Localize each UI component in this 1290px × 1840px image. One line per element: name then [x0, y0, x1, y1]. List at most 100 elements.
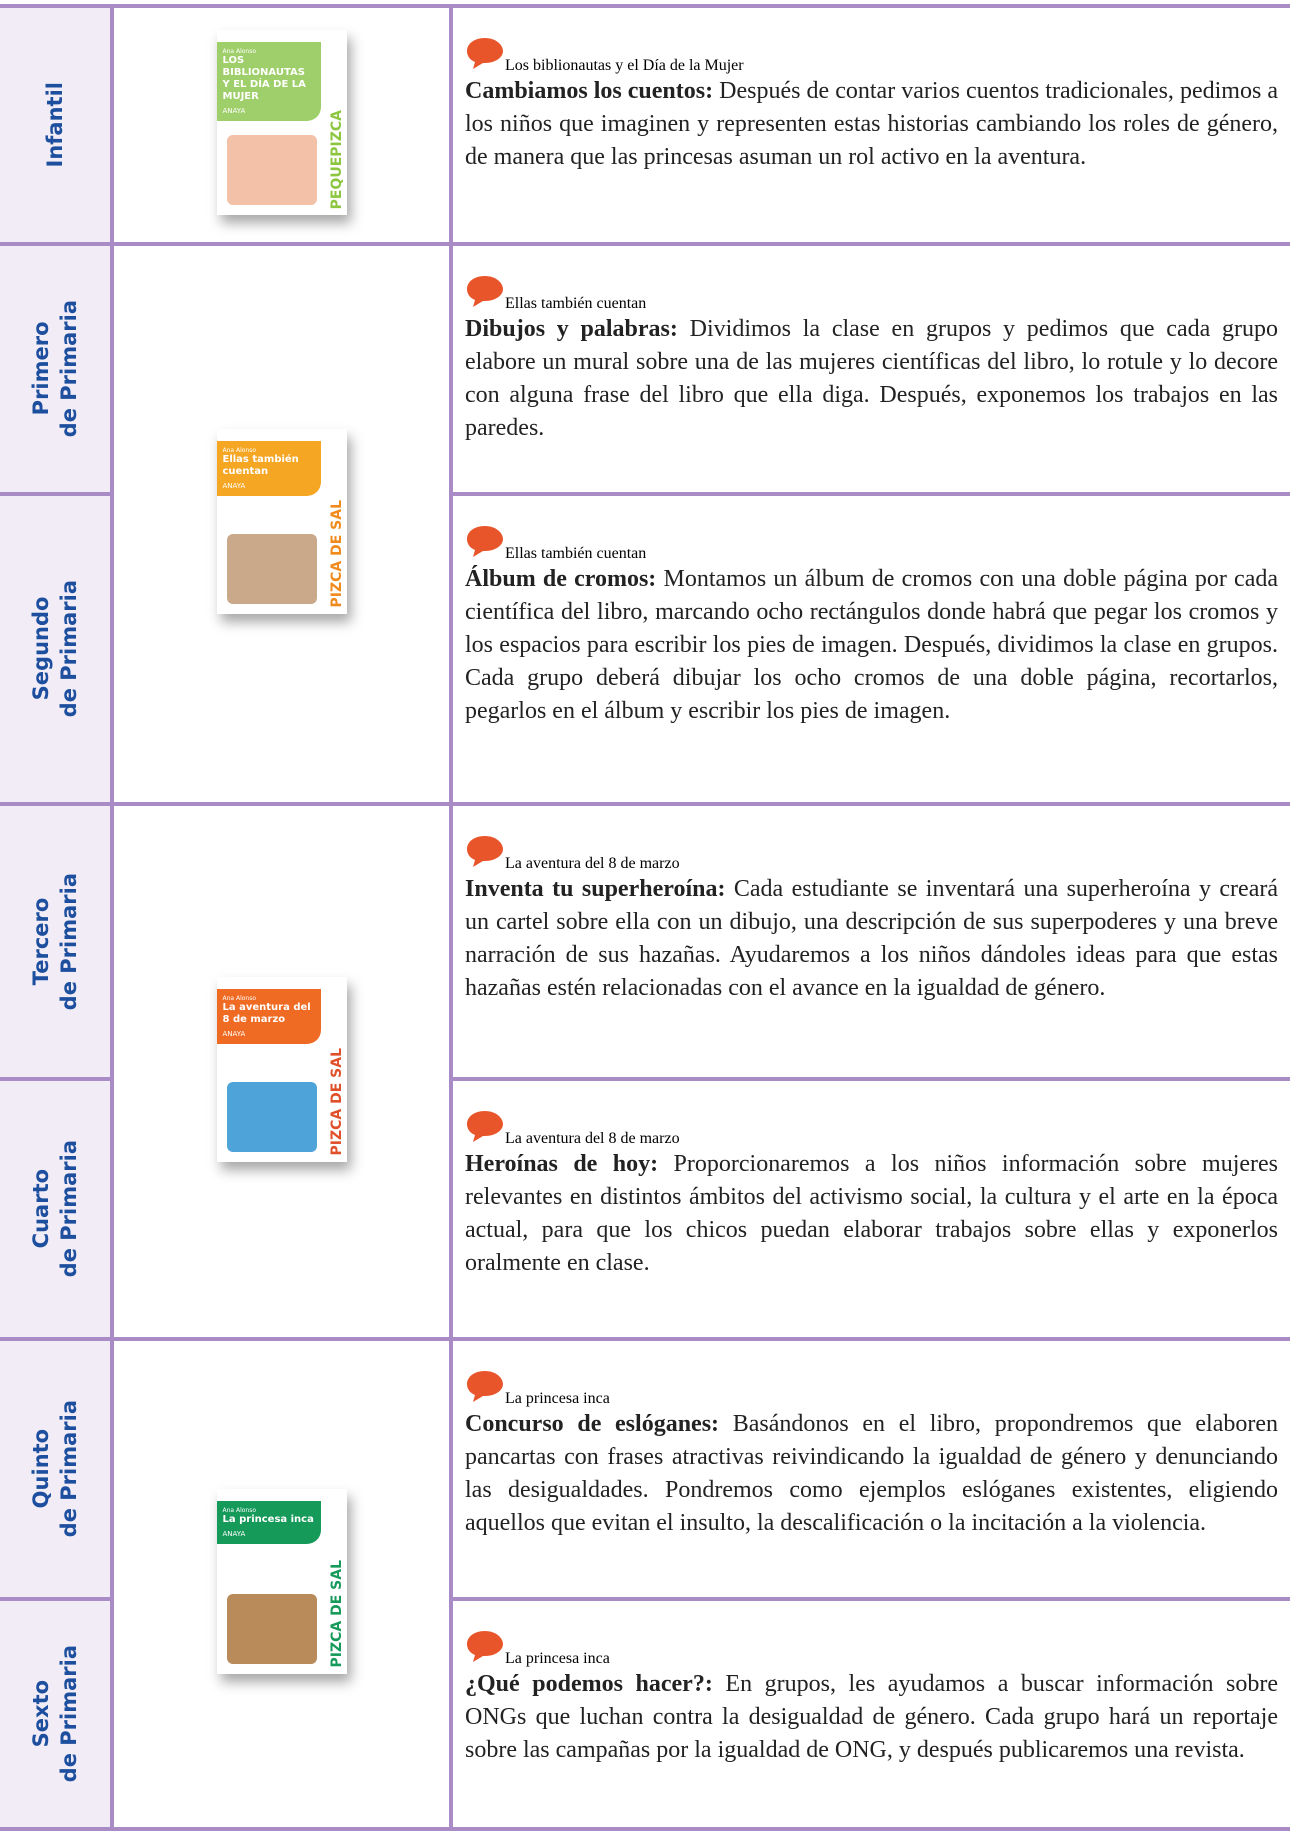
book-cover: Ana Alonso Ellas también cuentan ANAYA PIZC… [216, 429, 347, 614]
table-row: Sexto de Primaria La princesa inca ¿Qué pod… [0, 1597, 1290, 1831]
book-heading: La princesa inca [465, 1369, 1278, 1408]
grade-wrap: Sexto de Primaria [0, 1601, 110, 1827]
cover-publisher: ANAYA [222, 1530, 246, 1538]
cover-band: Ana Alonso La aventura del 8 de marzo ANAY… [216, 988, 321, 1044]
book-cell: Ana Alonso La princesa inca ANAYA PIZCA DE … [110, 1337, 453, 1831]
grade-label: Quinto de Primaria [27, 1400, 83, 1537]
book-heading: La aventura del 8 de marzo [465, 1109, 1278, 1148]
grade-line: Primero [29, 322, 53, 416]
cover-series: PIZCA DE SAL [328, 500, 345, 608]
cover-title: Ellas también cuentan [222, 454, 299, 477]
grade-cell: Tercero de Primaria [0, 802, 114, 1081]
content-cell: La princesa inca ¿Qué podemos hacer?: En … [449, 1597, 1290, 1831]
grade-label: Cuarto de Primaria [27, 1140, 83, 1277]
grade-line: de Primaria [57, 872, 81, 1011]
speech-icon [467, 836, 503, 867]
content-cell: Ellas también cuentan Álbum de cromos: Mo… [449, 492, 1290, 806]
book-cover: Ana Alonso La princesa inca ANAYA PIZCA DE … [216, 1489, 347, 1674]
activity-label: Inventa tu superheroína: [465, 876, 726, 902]
content-cell: Los biblionautas y el Día de la Mujer Cam… [449, 4, 1290, 246]
book-title: La aventura del 8 de marzo [505, 855, 680, 872]
activity-text: Inventa tu superheroína: Cada estudiante… [465, 873, 1278, 1005]
speech-icon [467, 1371, 503, 1402]
speech-icon [467, 1631, 503, 1662]
table-row: Cuarto de Primaria La aventura del 8 de ma… [0, 1077, 1290, 1341]
book-title: La princesa inca [505, 1650, 610, 1667]
book-cell: Ana Alonso La aventura del 8 de marzo ANAY… [110, 802, 453, 1341]
cover-title: La aventura del 8 de marzo [222, 1001, 311, 1025]
speech-icon [467, 526, 503, 557]
book-heading: La aventura del 8 de marzo [465, 834, 1278, 873]
activity-label: Heroínas de hoy: [465, 1151, 659, 1177]
cover-publisher: ANAYA [222, 107, 246, 115]
grade-cell: Cuarto de Primaria [0, 1077, 114, 1341]
table-row: Tercero de Primaria Ana Alonso La aventura … [0, 802, 1290, 1341]
book-title: La princesa inca [505, 1390, 610, 1407]
activity-text: Heroínas de hoy: Proporcionaremos a los … [465, 1148, 1278, 1280]
activity-label: Álbum de cromos: [465, 566, 657, 592]
cover-series: PIZCA DE SAL [328, 1047, 345, 1156]
activity-text: Concurso de eslóganes: Basándonos en el … [465, 1408, 1278, 1540]
grade-label: Infantil [41, 82, 69, 167]
speech-icon [467, 38, 503, 69]
speech-icon [467, 1111, 503, 1142]
grade-label: Segundo de Primaria [27, 580, 83, 717]
cover-band: Ana Alonso LOS BIBLIONAUTAS Y EL DÍA DE L… [216, 42, 321, 121]
grade-line: de Primaria [57, 300, 81, 438]
activity-body: Proporcionaremos a los niños información… [465, 1151, 1279, 1276]
activity-body: Cada estudiante se inventará una superhe… [465, 876, 1278, 1001]
grade-cell: Infantil [0, 4, 114, 246]
grade-cell: Segundo de Primaria [0, 492, 114, 806]
cover-series: PIZCA DE SAL [328, 1560, 345, 1668]
grade-line: Tercero [29, 897, 53, 986]
activity-table: Infantil Ana Alonso LOS BIBLIONAUTAS Y EL … [0, 4, 1290, 1831]
grade-line: Segundo [29, 597, 53, 701]
grade-line: de Primaria [57, 1140, 81, 1278]
grade-cell: Sexto de Primaria [0, 1597, 114, 1831]
book-title: La aventura del 8 de marzo [505, 1130, 680, 1147]
activity-text: Cambiamos los cuentos: Después de contar… [465, 75, 1278, 174]
activity-body: Después de contar varios cuentos tradici… [465, 78, 1279, 170]
cover-author: Ana Alonso [222, 1507, 257, 1514]
grade-cell: Quinto de Primaria [0, 1337, 114, 1601]
book-cell: Ana Alonso LOS BIBLIONAUTAS Y EL DÍA DE L… [110, 4, 453, 246]
cover-series: PEQUEPIZCA [328, 109, 345, 209]
activity-label: ¿Qué podemos hacer?: [465, 1671, 713, 1697]
cover-author: Ana Alonso [222, 48, 257, 55]
table-row: Infantil Ana Alonso LOS BIBLIONAUTAS Y EL … [0, 4, 1290, 246]
grade-wrap: Primero de Primaria [0, 246, 110, 492]
grade-line: de Primaria [57, 1400, 81, 1538]
activity-text: Álbum de cromos: Montamos un álbum de cr… [465, 563, 1278, 728]
cover-band: Ana Alonso La princesa inca ANAYA [216, 1501, 321, 1544]
book-heading: Ellas también cuentan [465, 274, 1278, 313]
cover-band: Ana Alonso Ellas también cuentan ANAYA [216, 441, 321, 496]
table-row: Segundo de Primaria Ellas también cuentan Á… [0, 492, 1290, 806]
book-heading: Los biblionautas y el Día de la Mujer [465, 36, 1278, 75]
grade-label: Primero de Primaria [27, 300, 83, 437]
grade-line: Cuarto [29, 1169, 53, 1249]
cover-author: Ana Alonso [222, 994, 257, 1002]
activity-body: Dividimos la clase en grupos y pedimos q… [465, 316, 1279, 441]
book-title: Ellas también cuentan [505, 295, 647, 312]
cover-title: La princesa inca [222, 1514, 314, 1525]
grade-wrap: Segundo de Primaria [0, 496, 110, 802]
activity-text: Dibujos y palabras: Dividimos la clase e… [465, 313, 1278, 445]
book-heading: La princesa inca [465, 1629, 1278, 1668]
grade-label: Tercero de Primaria [27, 873, 83, 1010]
table-row: Primero de Primaria Ana Alonso Ellas tambié… [0, 242, 1290, 806]
cover-illustration [226, 135, 317, 205]
activity-label: Dibujos y palabras: [465, 316, 678, 342]
book-cell: Ana Alonso Ellas también cuentan ANAYA PIZC… [110, 242, 453, 806]
content-cell: Ellas también cuentan Dibujos y palabras:… [449, 242, 1290, 496]
cover-illustration [226, 1594, 317, 1664]
grade-line: de Primaria [57, 1645, 81, 1783]
activity-body: Montamos un álbum de cromos con una dobl… [465, 566, 1279, 724]
book-cover: Ana Alonso LOS BIBLIONAUTAS Y EL DÍA DE L… [216, 30, 347, 215]
speech-icon [467, 276, 503, 307]
book-title: Los biblionautas y el Día de la Mujer [505, 57, 744, 74]
cover-illustration [226, 1081, 317, 1152]
activity-body: Basándonos en el libro, propondremos que… [465, 1411, 1278, 1536]
activity-text: ¿Qué podemos hacer?: En grupos, les ayud… [465, 1668, 1278, 1767]
table-row: Quinto de Primaria Ana Alonso La princesa i… [0, 1337, 1290, 1831]
grade-line: Quinto [29, 1429, 53, 1509]
